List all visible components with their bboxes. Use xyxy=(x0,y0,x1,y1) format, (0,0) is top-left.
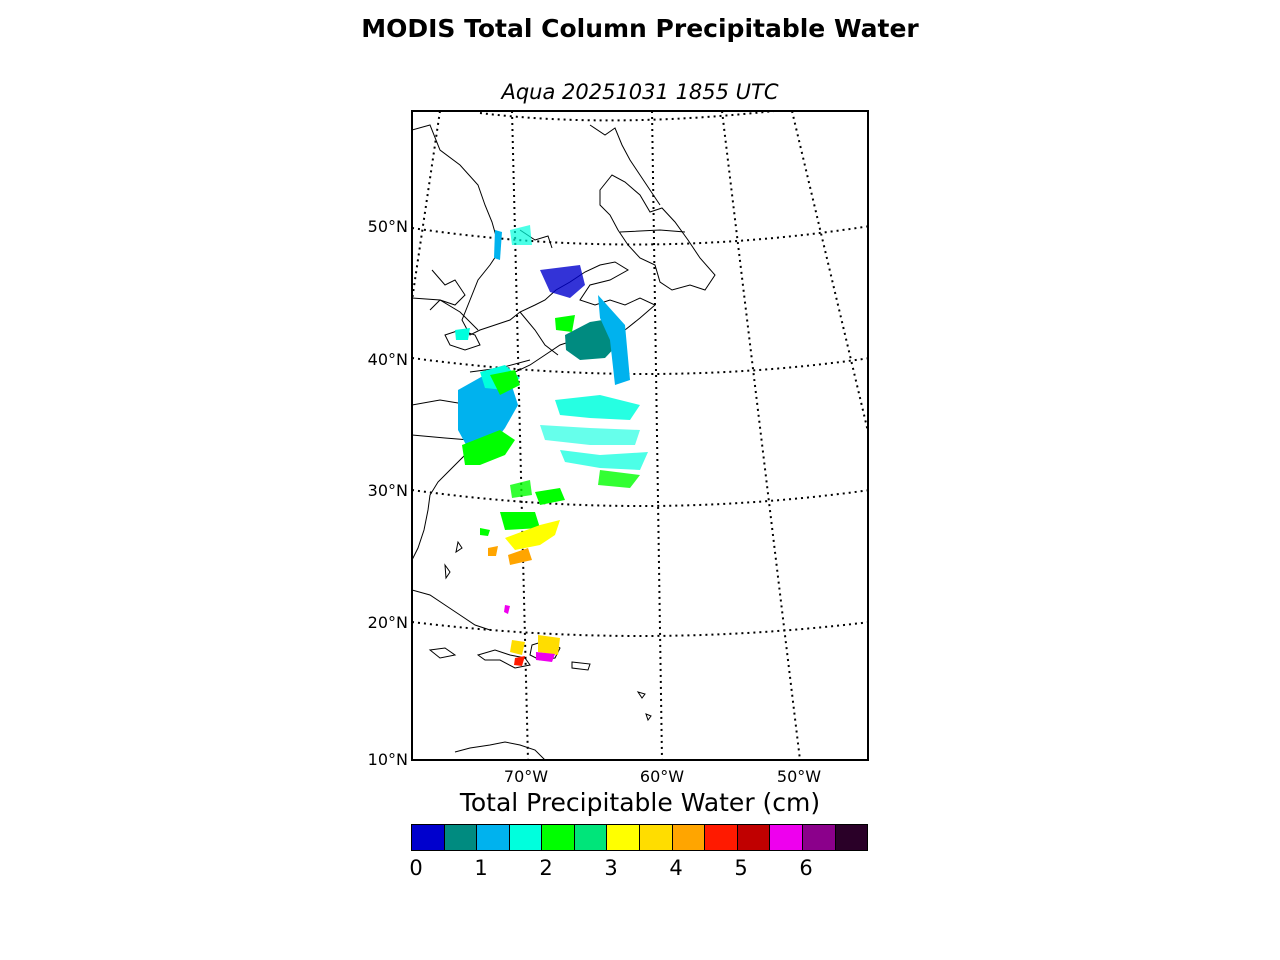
colorbar xyxy=(411,824,868,851)
lat-label-20n: 20°N xyxy=(367,613,408,632)
pw-data-fields xyxy=(455,225,648,666)
figure-title: MODIS Total Column Precipitable Water xyxy=(361,14,919,43)
colorbar-swatch xyxy=(705,825,738,850)
meridian-40w xyxy=(791,111,868,436)
lat-label-30n: 30°N xyxy=(367,481,408,500)
meridian-50w xyxy=(721,111,801,760)
colorbar-swatch xyxy=(412,825,445,850)
colorbar-tick-0: 0 xyxy=(409,856,423,880)
colorbar-swatch xyxy=(477,825,510,850)
colorbar-swatch xyxy=(607,825,641,850)
colorbar-swatch xyxy=(802,825,836,850)
colorbar-tick-2: 2 xyxy=(539,856,553,880)
colorbar-tick-3: 3 xyxy=(604,856,618,880)
colorbar-tick-6: 6 xyxy=(799,856,813,880)
lon-label-60w: 60°W xyxy=(639,767,685,786)
map-subtitle: Aqua 20251031 1855 UTC xyxy=(501,80,779,104)
meridian-80w xyxy=(412,111,441,301)
colorbar-swatch xyxy=(574,825,608,850)
lat-label-50n: 50°N xyxy=(367,217,408,236)
coastlines xyxy=(412,124,716,760)
colorbar-tick-5: 5 xyxy=(734,856,748,880)
parallel-20n xyxy=(412,621,868,637)
colorbar-swatch xyxy=(640,825,673,850)
meridian-70w xyxy=(511,111,529,760)
colorbar-swatch xyxy=(509,825,543,850)
colorbar-swatch xyxy=(542,825,575,850)
colorbar-swatch xyxy=(672,825,706,850)
lon-label-50w: 50°W xyxy=(776,767,822,786)
map-frame xyxy=(411,110,869,761)
lon-label-70w: 70°W xyxy=(503,767,549,786)
graticule-parallels xyxy=(412,111,868,637)
parallel-60n xyxy=(479,111,783,122)
colorbar-swatch xyxy=(737,825,771,850)
meridian-60w xyxy=(651,111,663,760)
graticule-meridians xyxy=(412,111,868,760)
colorbar-tick-1: 1 xyxy=(474,856,488,880)
parallel-30n xyxy=(412,489,868,507)
parallel-40n xyxy=(412,357,868,375)
colorbar-swatch xyxy=(770,825,803,850)
colorbar-title: Total Precipitable Water (cm) xyxy=(459,788,821,817)
lat-label-10n: 10°N xyxy=(367,750,408,769)
lat-label-40n: 40°N xyxy=(367,350,408,369)
colorbar-swatch xyxy=(444,825,478,850)
colorbar-tick-4: 4 xyxy=(669,856,683,880)
political-boundaries xyxy=(412,229,686,441)
colorbar-swatch xyxy=(835,825,868,850)
parallel-50n xyxy=(412,225,868,246)
